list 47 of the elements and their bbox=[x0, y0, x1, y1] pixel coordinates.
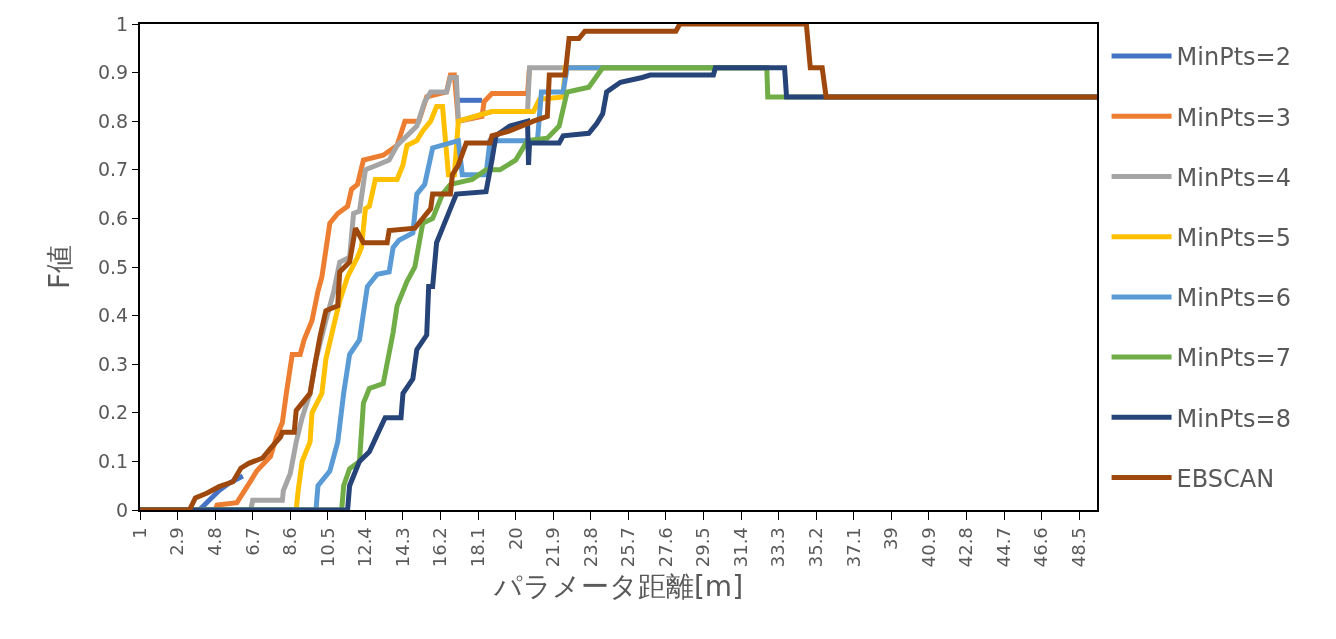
x-tick-label: 27.6 bbox=[654, 527, 676, 568]
x-tick-label: 46.6 bbox=[1030, 527, 1052, 568]
legend-label: EBSCAN bbox=[1176, 464, 1275, 493]
x-tick-label: 25.7 bbox=[617, 527, 639, 568]
x-tick-label: 1 bbox=[128, 527, 150, 539]
x-tick-label: 29.5 bbox=[692, 527, 714, 568]
legend-label: MinPts=5 bbox=[1176, 224, 1291, 253]
x-tick-label: 42.8 bbox=[955, 527, 977, 568]
x-tick-label: 37.1 bbox=[842, 527, 864, 568]
x-tick-label: 10.5 bbox=[316, 527, 338, 568]
y-axis-title: F値 bbox=[43, 244, 77, 290]
y-tick-label: 0.2 bbox=[97, 401, 129, 424]
x-tick-label: 21.9 bbox=[542, 527, 564, 568]
y-tick-label: 1 bbox=[116, 12, 129, 35]
legend-label: MinPts=8 bbox=[1176, 404, 1291, 433]
y-tick-label: 0.5 bbox=[97, 255, 129, 278]
legend-label: MinPts=7 bbox=[1176, 344, 1291, 373]
legend-label: MinPts=3 bbox=[1176, 103, 1291, 132]
y-tick-label: 0.7 bbox=[97, 158, 129, 181]
legend-label: MinPts=4 bbox=[1176, 163, 1291, 192]
x-tick-label: 4.8 bbox=[203, 527, 225, 556]
x-tick-label: 31.4 bbox=[729, 527, 751, 568]
y-tick-label: 0.1 bbox=[97, 450, 129, 473]
x-tick-label: 23.8 bbox=[579, 527, 601, 568]
x-tick-label: 2.9 bbox=[166, 527, 188, 556]
x-tick-label: 14.3 bbox=[391, 527, 413, 568]
x-tick-label: 48.5 bbox=[1068, 527, 1090, 568]
x-tick-label: 35.2 bbox=[805, 527, 827, 568]
x-tick-label: 20 bbox=[504, 527, 526, 551]
x-tick-label: 16.2 bbox=[429, 527, 451, 568]
x-tick-label: 40.9 bbox=[917, 527, 939, 568]
y-tick-label: 0.6 bbox=[97, 207, 129, 230]
x-tick-label: 6.7 bbox=[241, 527, 263, 556]
x-tick-label: 8.6 bbox=[279, 527, 301, 556]
y-tick-label: 0.8 bbox=[97, 109, 129, 132]
y-tick-label: 0 bbox=[116, 498, 129, 521]
legend-label: MinPts=2 bbox=[1176, 43, 1291, 72]
x-tick-label: 12.4 bbox=[354, 527, 376, 568]
legend-label: MinPts=6 bbox=[1176, 284, 1291, 313]
x-tick-label: 33.3 bbox=[767, 527, 789, 568]
x-tick-label: 44.7 bbox=[992, 527, 1014, 568]
y-tick-label: 0.4 bbox=[97, 304, 129, 327]
y-tick-label: 0.9 bbox=[97, 61, 129, 84]
x-tick-label: 39 bbox=[880, 527, 902, 551]
x-axis-title: パラメータ距離[m] bbox=[492, 569, 744, 603]
y-tick-label: 0.3 bbox=[97, 352, 129, 375]
x-tick-label: 18.1 bbox=[466, 527, 488, 568]
